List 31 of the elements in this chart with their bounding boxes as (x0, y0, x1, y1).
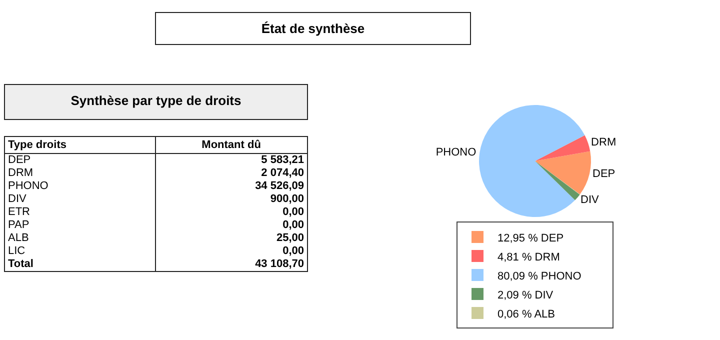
data-label: 2 074,40 (155, 167, 308, 180)
data-label: 43 108,70 (155, 258, 308, 272)
legend-label: 2,09 % DIV (498, 289, 554, 302)
category-label: LIC (7, 245, 26, 258)
text: Montant dû (155, 136, 308, 154)
text: PHONO (436, 146, 476, 159)
category-label: PAP (7, 219, 30, 232)
data-label: 0,00 (155, 219, 308, 232)
text: État de synthèse (155, 12, 471, 45)
legend-label: 0,06 % ALB (498, 308, 555, 320)
text: DRM (591, 136, 616, 148)
data-label: 25,00 (155, 232, 308, 245)
category-label: ETR (7, 206, 31, 219)
text: DIV (580, 194, 599, 206)
legend-label: 80,09 % PHONO (498, 270, 582, 282)
data-label: 0,00 (155, 245, 308, 258)
legend-label: 4,81 % DRM (498, 251, 560, 264)
data-label: 0,00 (155, 206, 308, 219)
category-label: Total (7, 258, 34, 272)
text: Synthèse par type de droits (4, 84, 308, 120)
text: Type droits (4, 136, 156, 154)
data-label: 5 583,21 (155, 154, 308, 167)
text: DEP (592, 168, 616, 180)
category-label: ALB (7, 232, 30, 245)
category-label: DRM (7, 167, 34, 180)
data-label: 900,00 (155, 193, 308, 206)
data-label: 34 526,09 (155, 180, 308, 193)
legend-label: 12,95 % DEP (498, 232, 564, 244)
category-label: DIV (7, 193, 28, 206)
category-label: PHONO (7, 180, 50, 193)
category-label: DEP (7, 154, 32, 167)
